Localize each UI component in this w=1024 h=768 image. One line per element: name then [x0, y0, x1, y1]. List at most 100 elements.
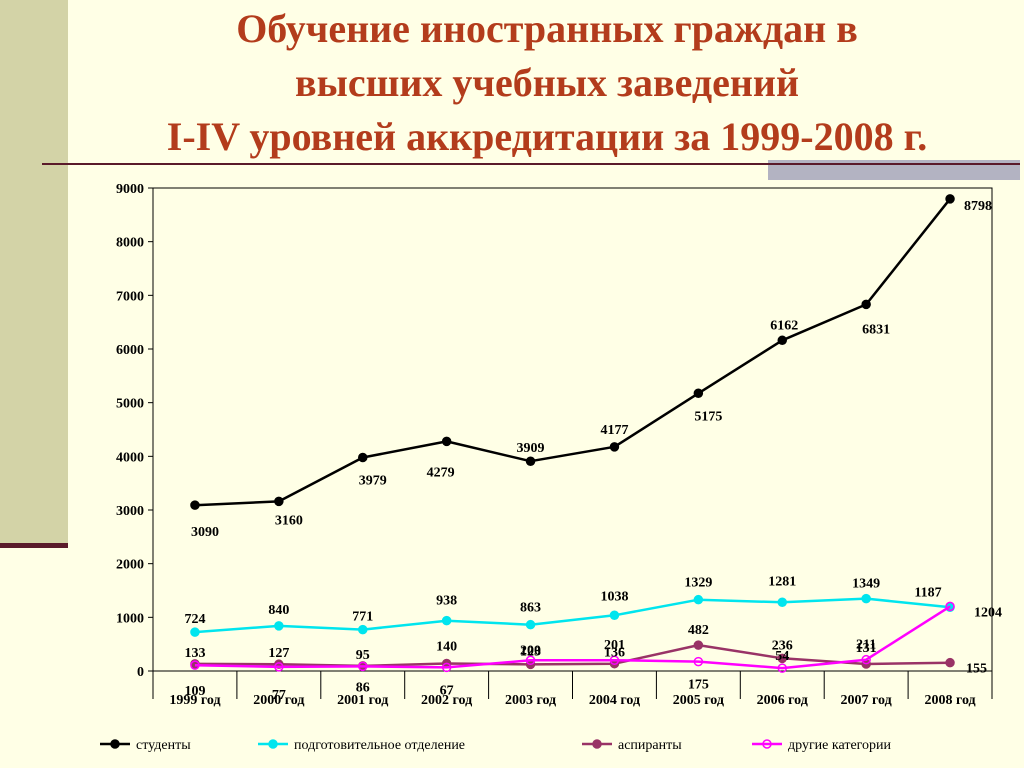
postgrad-line — [194, 643, 951, 668]
x-tick-label: 2003 год — [505, 693, 556, 708]
data-label: 482 — [688, 623, 709, 638]
data-label: 1329 — [684, 576, 712, 591]
students-point — [609, 442, 620, 452]
data-label: 131 — [856, 641, 877, 656]
data-label: 136 — [604, 646, 625, 661]
other-point — [777, 663, 787, 673]
other-point — [358, 661, 368, 672]
data-label: 724 — [184, 612, 205, 627]
students-point — [525, 456, 536, 466]
title-line-3: I-IV уровней аккредитации за 1999-2008 г… — [166, 114, 928, 159]
y-tick-label: 9000 — [116, 182, 144, 197]
data-label: 4279 — [427, 465, 455, 480]
data-label: 771 — [352, 610, 373, 625]
x-tick-label: 2004 год — [589, 693, 640, 708]
x-tick-label: 2008 год — [924, 693, 975, 708]
y-tick-label: 0 — [137, 665, 144, 680]
data-label: 4177 — [600, 423, 628, 438]
postgrad-point — [777, 653, 787, 664]
other-point — [190, 660, 200, 670]
students-point — [441, 436, 452, 447]
legend-label: подготовительное отделение — [294, 738, 465, 753]
data-label: 3979 — [359, 473, 387, 488]
students-line — [194, 198, 952, 507]
data-label: 155 — [966, 662, 987, 677]
students-point — [358, 452, 368, 463]
data-label: 1204 — [974, 605, 1002, 620]
students-point — [693, 388, 704, 399]
legend-label: другие категории — [788, 738, 892, 753]
legend-swatch-marker — [762, 739, 772, 749]
data-label: 211 — [856, 638, 876, 653]
title-line-2: высших учебных заведений — [294, 60, 800, 105]
data-label: 3909 — [517, 441, 545, 456]
other-point — [441, 662, 452, 673]
data-label: 6162 — [770, 318, 798, 333]
y-tick-label: 8000 — [116, 236, 144, 251]
prep-dept-point — [525, 619, 536, 630]
data-label: 175 — [688, 678, 709, 693]
x-tick-label: 2001 год — [337, 693, 388, 708]
data-label: 123 — [520, 644, 541, 659]
data-label: 840 — [268, 603, 289, 618]
y-tick-label: 7000 — [116, 289, 144, 304]
legend-swatch-marker — [268, 739, 278, 749]
legend-label: аспиранты — [618, 738, 682, 753]
legend-swatch-marker — [592, 739, 602, 749]
x-tick-label: 2000 год — [253, 693, 304, 708]
prep-dept-point — [777, 597, 787, 608]
students-point — [777, 335, 787, 346]
data-label: 1187 — [914, 585, 941, 600]
other-point — [693, 656, 704, 667]
y-tick-label: 3000 — [116, 504, 144, 519]
students-point — [861, 299, 871, 310]
data-label: 3090 — [191, 525, 219, 540]
other-point — [274, 662, 284, 672]
prep-dept-point — [609, 610, 620, 621]
data-label: 77 — [272, 688, 286, 703]
data-label: 86 — [356, 680, 370, 695]
data-label: 95 — [356, 648, 370, 663]
y-tick-label: 1000 — [116, 611, 144, 626]
data-label: 236 — [772, 638, 793, 653]
prep-dept-point — [274, 621, 284, 631]
data-label: 5175 — [694, 409, 722, 424]
data-label: 3160 — [275, 513, 303, 528]
data-label: 1038 — [600, 589, 628, 604]
y-tick-label: 4000 — [116, 450, 144, 465]
data-label: 1281 — [768, 574, 796, 589]
data-label: 140 — [436, 639, 457, 654]
x-tick-label: 2007 год — [841, 693, 892, 708]
data-label: 200 — [520, 643, 541, 658]
data-label: 54 — [775, 649, 789, 664]
students-point — [190, 500, 200, 510]
data-label: 8798 — [964, 199, 992, 214]
title-accent-bar — [768, 160, 1020, 180]
x-tick-label: 2006 год — [757, 693, 808, 708]
prep-dept-point — [693, 594, 704, 605]
data-label: 6831 — [862, 322, 890, 337]
postgrad-point — [693, 640, 704, 650]
title-rule — [42, 163, 1020, 165]
data-label: 201 — [604, 638, 625, 653]
other-point — [945, 601, 955, 612]
data-label: 1349 — [852, 577, 880, 592]
y-tick-label: 6000 — [116, 343, 144, 358]
y-tick-label: 5000 — [116, 397, 144, 412]
x-tick-label: 1999 год — [169, 693, 220, 708]
y-tick-label: 2000 — [116, 558, 144, 573]
side-band-rule — [0, 543, 68, 548]
data-label: 863 — [520, 601, 541, 616]
title-line-1: Обучение иностранных граждан в — [236, 6, 858, 51]
decorative-side-band — [0, 0, 68, 545]
prep-dept-point — [190, 627, 200, 637]
prep-dept-line — [194, 597, 951, 634]
prep-dept-point — [441, 615, 452, 626]
legend-label: студенты — [136, 738, 191, 753]
data-label: 133 — [184, 646, 205, 661]
data-label: 127 — [268, 646, 289, 661]
data-label: 109 — [184, 684, 205, 699]
data-label: 67 — [440, 683, 454, 698]
other-point — [609, 655, 620, 665]
